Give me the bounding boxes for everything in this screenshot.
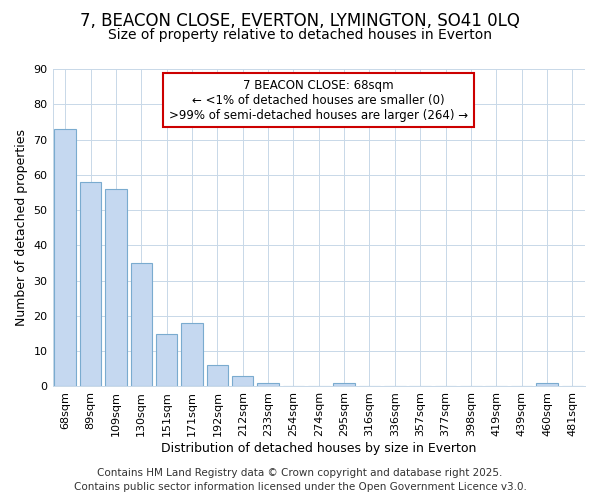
Text: 7 BEACON CLOSE: 68sqm
← <1% of detached houses are smaller (0)
>99% of semi-deta: 7 BEACON CLOSE: 68sqm ← <1% of detached … <box>169 78 469 122</box>
Y-axis label: Number of detached properties: Number of detached properties <box>15 129 28 326</box>
Text: 7, BEACON CLOSE, EVERTON, LYMINGTON, SO41 0LQ: 7, BEACON CLOSE, EVERTON, LYMINGTON, SO4… <box>80 12 520 30</box>
Bar <box>181 323 203 386</box>
Bar <box>105 189 127 386</box>
Text: Contains HM Land Registry data © Crown copyright and database right 2025.
Contai: Contains HM Land Registry data © Crown c… <box>74 468 526 492</box>
Bar <box>55 129 76 386</box>
Bar <box>257 383 279 386</box>
Bar <box>80 182 101 386</box>
Bar <box>156 334 178 386</box>
Bar <box>131 263 152 386</box>
Text: Size of property relative to detached houses in Everton: Size of property relative to detached ho… <box>108 28 492 42</box>
Bar <box>536 383 558 386</box>
X-axis label: Distribution of detached houses by size in Everton: Distribution of detached houses by size … <box>161 442 476 455</box>
Bar <box>334 383 355 386</box>
Bar <box>232 376 253 386</box>
Bar <box>206 366 228 386</box>
